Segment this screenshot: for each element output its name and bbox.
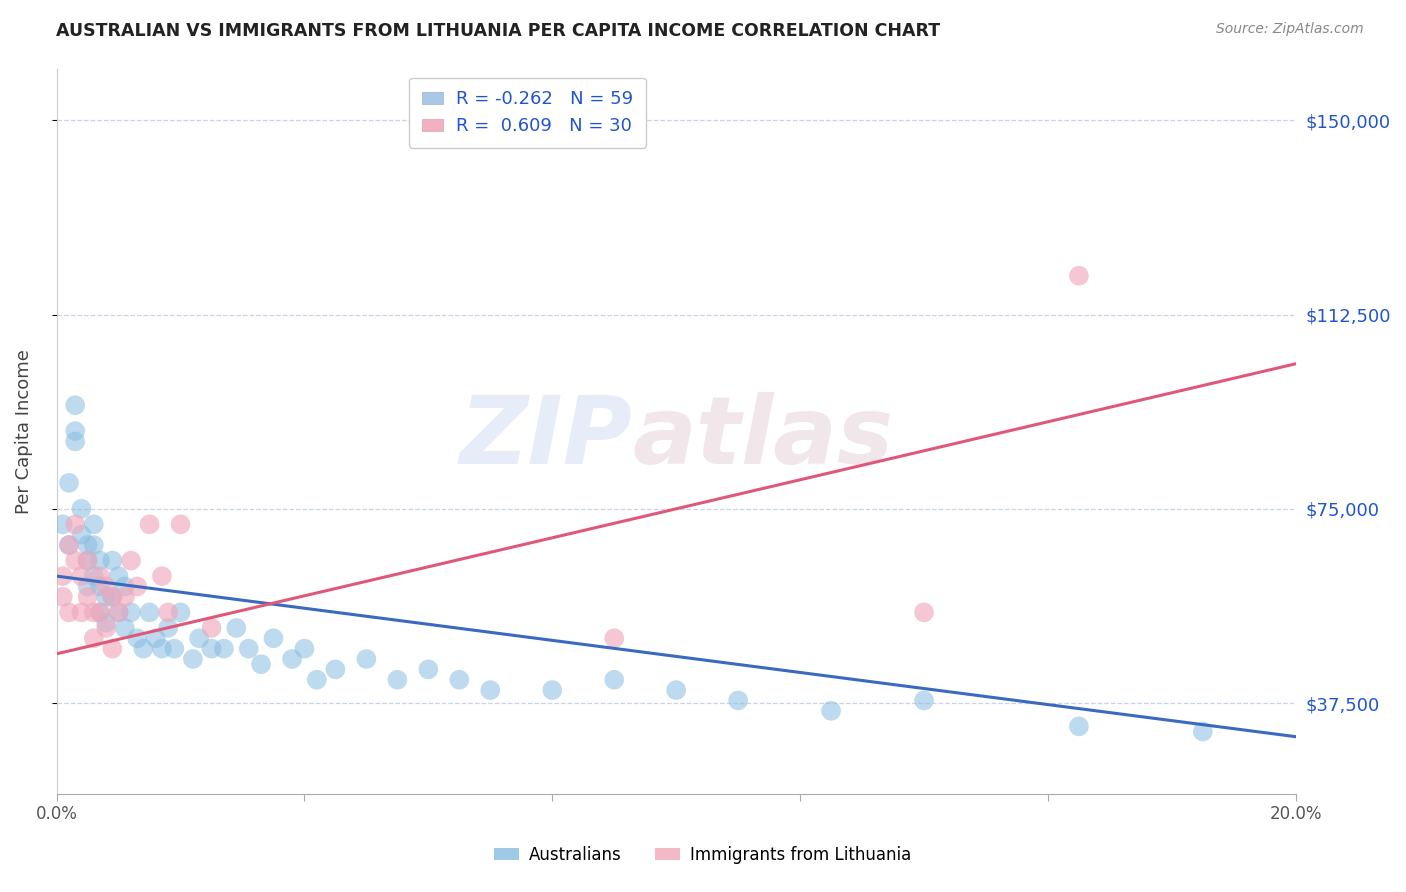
Point: [58, 538, 80, 552]
Point: [262, 632, 284, 646]
Point: [107, 606, 129, 620]
Point: [52, 590, 75, 604]
Point: [727, 693, 749, 707]
Text: Source: ZipAtlas.com: Source: ZipAtlas.com: [1216, 22, 1364, 37]
Point: [150, 641, 173, 656]
Point: [70, 527, 93, 541]
Point: [83, 632, 105, 646]
Point: [281, 652, 304, 666]
Point: [76, 538, 98, 552]
Point: [169, 517, 191, 532]
Point: [150, 569, 173, 583]
Point: [58, 475, 80, 490]
Point: [449, 673, 471, 687]
Point: [157, 606, 180, 620]
Point: [76, 590, 98, 604]
Legend: R = -0.262   N = 59, R =  0.609   N = 30: R = -0.262 N = 59, R = 0.609 N = 30: [409, 78, 645, 148]
Text: ZIP: ZIP: [460, 392, 633, 484]
Point: [101, 553, 124, 567]
Point: [200, 641, 222, 656]
Point: [89, 579, 111, 593]
Point: [70, 569, 93, 583]
Point: [76, 579, 98, 593]
Point: [83, 569, 105, 583]
Point: [250, 657, 273, 672]
Point: [169, 606, 191, 620]
Point: [1067, 719, 1090, 733]
Point: [418, 662, 440, 676]
Point: [1067, 268, 1090, 283]
Point: [212, 641, 235, 656]
Text: AUSTRALIAN VS IMMIGRANTS FROM LITHUANIA PER CAPITA INCOME CORRELATION CHART: AUSTRALIAN VS IMMIGRANTS FROM LITHUANIA …: [56, 22, 941, 40]
Point: [52, 569, 75, 583]
Point: [132, 641, 155, 656]
Point: [96, 590, 118, 604]
Point: [89, 606, 111, 620]
Point: [120, 606, 142, 620]
Point: [127, 632, 149, 646]
Point: [63, 434, 86, 449]
Text: atlas: atlas: [633, 392, 894, 484]
Point: [89, 606, 111, 620]
Point: [912, 606, 935, 620]
Point: [820, 704, 842, 718]
Point: [101, 641, 124, 656]
Point: [200, 621, 222, 635]
Point: [163, 641, 186, 656]
Point: [120, 553, 142, 567]
Point: [138, 517, 160, 532]
Point: [63, 424, 86, 438]
Point: [305, 673, 328, 687]
Point: [70, 606, 93, 620]
Point: [138, 606, 160, 620]
Point: [63, 553, 86, 567]
Point: [1192, 724, 1215, 739]
Point: [603, 632, 626, 646]
Point: [145, 632, 167, 646]
Point: [101, 590, 124, 604]
Y-axis label: Per Capita Income: Per Capita Income: [15, 349, 32, 514]
Point: [96, 621, 118, 635]
Point: [96, 579, 118, 593]
Point: [114, 579, 136, 593]
Point: [225, 621, 247, 635]
Point: [76, 553, 98, 567]
Point: [107, 569, 129, 583]
Point: [157, 621, 180, 635]
Point: [181, 652, 204, 666]
Point: [665, 683, 688, 698]
Point: [356, 652, 378, 666]
Point: [58, 606, 80, 620]
Point: [52, 517, 75, 532]
Point: [912, 693, 935, 707]
Point: [83, 538, 105, 552]
Point: [83, 517, 105, 532]
Point: [325, 662, 347, 676]
Point: [294, 641, 316, 656]
Point: [114, 590, 136, 604]
Point: [76, 553, 98, 567]
Point: [541, 683, 564, 698]
Legend: Australians, Immigrants from Lithuania: Australians, Immigrants from Lithuania: [488, 839, 918, 871]
Point: [188, 632, 211, 646]
Point: [127, 579, 149, 593]
Point: [89, 553, 111, 567]
Point: [114, 621, 136, 635]
Point: [96, 615, 118, 630]
Point: [63, 517, 86, 532]
Point: [479, 683, 502, 698]
Point: [63, 398, 86, 412]
Point: [238, 641, 260, 656]
Point: [107, 606, 129, 620]
Point: [83, 606, 105, 620]
Point: [70, 501, 93, 516]
Point: [89, 569, 111, 583]
Point: [58, 538, 80, 552]
Point: [387, 673, 409, 687]
Point: [101, 590, 124, 604]
Point: [603, 673, 626, 687]
